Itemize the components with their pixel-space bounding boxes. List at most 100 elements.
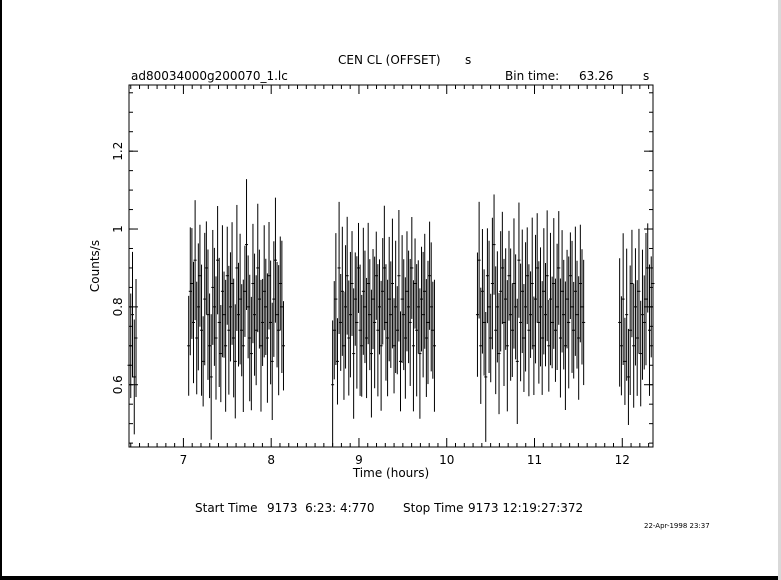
data-point [625,248,629,381]
data-point [204,221,208,315]
axis-ticks: 7 8 9 10 11 12 0.6 0.8 1 1.2 [111,85,653,467]
data-point [332,281,336,380]
data-point [482,269,486,376]
data-point [640,249,644,380]
data-point [241,279,245,412]
data-point [382,205,386,331]
data-point [619,296,623,396]
data-point [492,194,496,295]
data-point [515,298,519,425]
data-point [280,240,284,374]
data-point [530,217,534,350]
data-point [337,201,341,334]
data-point [484,312,488,442]
data-point [418,288,422,419]
data-point [389,261,393,368]
data-point [408,258,412,386]
data-point [642,275,646,370]
data-point [195,281,199,395]
data-point [402,259,406,371]
data-point [348,251,352,378]
y-tick-label: 0.8 [111,297,125,316]
data-point [190,228,194,339]
data-point [277,265,281,396]
data-point [270,302,274,421]
data-point [416,260,420,354]
data-point [500,211,504,325]
data-point [557,211,561,325]
data-point [534,234,538,364]
data-point [632,283,636,408]
plot-title: CEN CL (OFFSET) [338,53,441,67]
data-point [360,294,364,397]
data-point [545,210,549,342]
data-point [193,200,197,321]
stop-time-value: 9173 12:19:27:372 [468,501,584,515]
data-point [399,311,403,412]
data-point [206,249,210,380]
x-tick-label: 12 [615,453,630,467]
data-point [573,226,577,356]
data-point [209,314,213,440]
data-point [424,279,428,397]
data-point [575,260,579,369]
data-point [344,245,348,369]
data-point [188,227,192,356]
data-point [479,287,483,404]
data-point [356,222,360,313]
data-point [222,271,226,358]
y-tick-label: 1 [111,225,125,233]
data-point [371,249,375,350]
plot-title-unit: s [465,53,472,67]
data-point [475,252,479,377]
data-point [377,259,381,355]
data-point [248,274,252,402]
data-point [335,318,339,405]
data-point [275,261,279,368]
window-border-left [0,0,2,580]
data-point [485,228,489,324]
data-point [405,231,409,352]
data-point [558,278,562,398]
data-point [201,316,205,407]
data-point [540,281,544,395]
data-point [281,301,285,391]
x-tick-label: 11 [527,453,542,467]
data-point [355,256,359,389]
data-point [524,242,528,372]
data-point [216,206,220,315]
data-point [342,291,346,400]
data-point [203,232,207,366]
data-point [552,218,556,349]
data-point [187,295,191,396]
start-time-label: Start Time [195,501,258,515]
data-point [395,286,399,375]
data-point [507,230,511,321]
x-tick-label: 7 [180,453,188,467]
data-point [578,224,582,343]
data-point [228,252,232,362]
data-point [369,289,373,418]
data-point [267,221,271,330]
data-point [480,229,484,354]
data-point [272,241,276,357]
data-point [381,238,385,345]
file-label: ad80034000g200070_1.lc [131,69,288,83]
bin-time-value: 63.26 [579,69,614,83]
data-point [214,276,218,400]
data-point [582,259,586,386]
start-time-value: 9173 6:23: 4:770 [267,501,375,515]
data-point [494,266,498,395]
data-point [626,328,630,425]
data-point [233,304,237,419]
data-point [394,240,398,373]
data-point [520,229,524,354]
y-tick-label: 1.2 [111,142,125,161]
data-point [635,280,639,396]
data-point [431,281,435,379]
date-stamp: 22-Apr-1998 23:37 [644,522,710,530]
data-point [421,251,425,378]
data-point [361,227,365,355]
bin-time-unit: s [643,69,650,83]
data-point [628,265,632,395]
